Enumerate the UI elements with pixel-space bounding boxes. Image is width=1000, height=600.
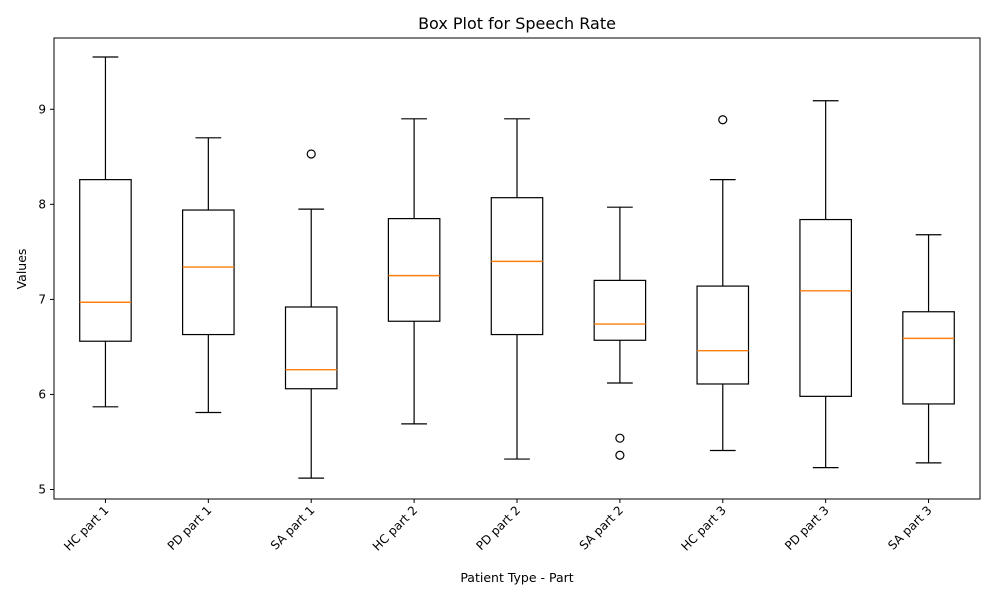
x-tick-label: HC part 3 [678,503,728,553]
box-iqr [490,197,544,336]
x-tick-label: PD part 2 [473,503,523,553]
y-tick-label: 7 [38,292,46,306]
box-iqr [593,279,647,341]
x-axis-label: Patient Type - Part [460,570,573,585]
x-tick-label: SA part 3 [885,503,934,552]
y-tick-label: 9 [38,102,46,116]
y-axis-label: Values [14,249,29,290]
box-iqr [902,311,955,405]
box-iqr [799,218,852,397]
outlier-point [615,433,625,443]
y-tick-label: 8 [38,197,46,211]
box-iqr [696,285,750,385]
outlier-point [306,149,316,159]
x-tick-label: PD part 3 [782,503,832,553]
box-iqr [284,306,338,390]
y-tick-label: 6 [38,387,46,401]
x-tick-label: PD part 1 [165,503,215,553]
x-tick-label: SA part 2 [577,503,626,552]
box-iqr [79,179,132,342]
outlier-point [718,115,728,125]
x-tick-label: HC part 2 [370,503,420,553]
x-tick-label: HC part 1 [61,503,111,553]
box-iqr [387,217,441,322]
box-iqr [182,209,235,336]
outlier-point [615,450,625,460]
y-tick-label: 5 [38,482,46,496]
x-tick-label: SA part 1 [268,503,317,552]
chart-title: Box Plot for Speech Rate [418,14,616,33]
